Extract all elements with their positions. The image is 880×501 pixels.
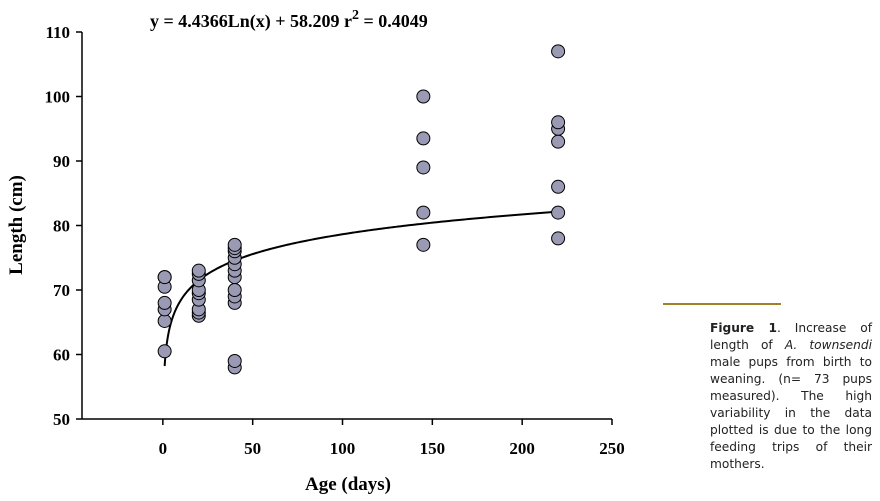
- y-tick-label: 70: [53, 281, 70, 300]
- data-point: [157, 344, 172, 359]
- regression-equation: y = 4.4366Ln(x) + 58.209 r2 = 0.4049: [150, 8, 428, 32]
- x-tick-label: 200: [509, 439, 535, 458]
- data-point: [551, 44, 566, 59]
- caption-divider: [663, 303, 781, 305]
- equation-main: y = 4.4366Ln(x) + 58.209 r: [150, 11, 352, 32]
- y-tick-label: 90: [53, 152, 70, 171]
- x-tick-label: 50: [244, 439, 261, 458]
- r2-superscript: 2: [352, 8, 359, 23]
- data-point: [157, 270, 172, 285]
- trendline: [163, 210, 559, 367]
- trendline-group: [163, 210, 559, 367]
- data-point: [157, 295, 172, 310]
- y-tick-label: 50: [53, 410, 70, 429]
- x-axis-title: Age (days): [305, 474, 391, 495]
- data-point: [416, 237, 431, 252]
- caption-text-pre: . Increase of length of: [710, 321, 872, 352]
- x-tick-label: 250: [599, 439, 625, 458]
- y-tick-label: 110: [45, 23, 70, 42]
- y-axis-title: Length (cm): [6, 175, 27, 275]
- axes: 50 60 70 80 90 100 110 0 50 100 150 200 250: [45, 23, 625, 458]
- data-points: [157, 44, 566, 375]
- data-point: [551, 134, 566, 149]
- y-tick-label: 80: [53, 217, 70, 236]
- data-point: [551, 205, 566, 220]
- r2-value: = 0.4049: [359, 11, 428, 31]
- caption-species: A. townsendi: [784, 338, 873, 352]
- data-point: [416, 89, 431, 104]
- data-point: [157, 313, 172, 328]
- data-point: [551, 231, 566, 246]
- data-point: [416, 131, 431, 146]
- data-point: [416, 205, 431, 220]
- data-point: [191, 263, 206, 278]
- caption-label: Figure 1: [710, 321, 777, 335]
- data-point: [416, 160, 431, 175]
- caption-text-post: male pups from birth to weaning. (n= 73 …: [710, 355, 872, 471]
- data-point: [227, 283, 242, 297]
- x-tick-label: 150: [420, 439, 446, 458]
- figure-caption: Figure 1. Increase of length of A. towns…: [710, 320, 872, 473]
- y-tick-label: 100: [45, 88, 71, 107]
- data-point: [227, 237, 242, 252]
- data-point: [551, 179, 566, 194]
- x-tick-label: 100: [330, 439, 356, 458]
- x-tick-label: 0: [159, 439, 168, 458]
- data-point: [227, 353, 242, 368]
- y-tick-label: 60: [53, 346, 70, 365]
- scatter-chart: y = 4.4366Ln(x) + 58.209 r2 = 0.4049 50 6…: [6, 8, 625, 495]
- data-point: [551, 115, 566, 130]
